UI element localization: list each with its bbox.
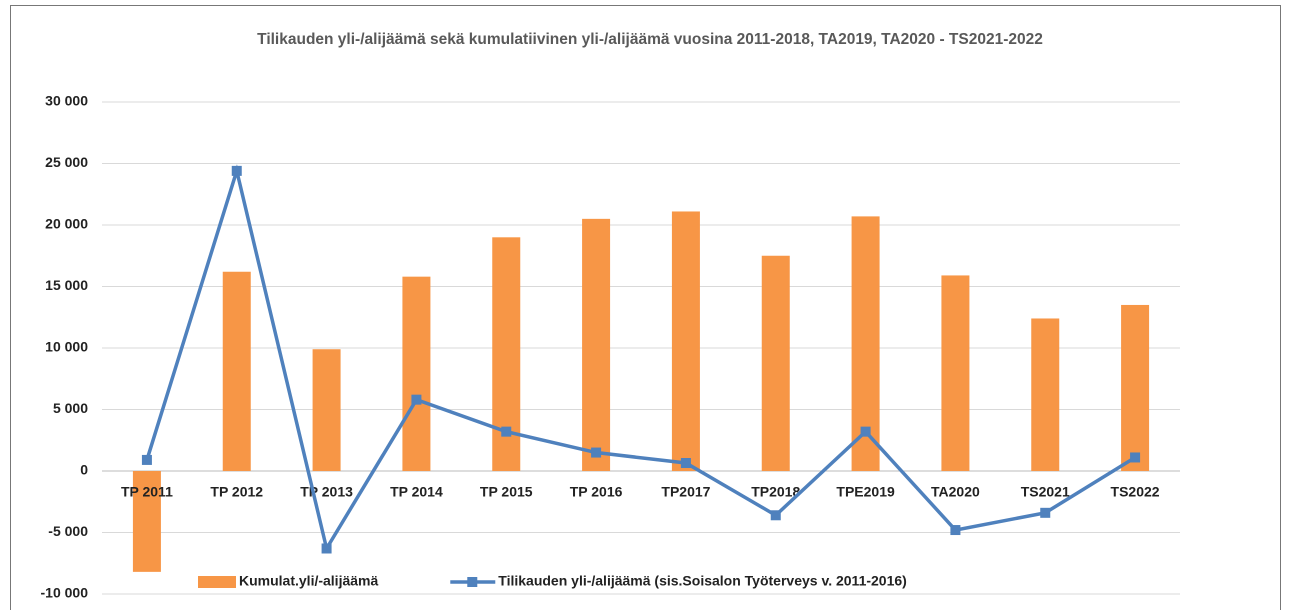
marker [501, 426, 512, 437]
bar [761, 255, 790, 471]
y-tick-label: 15 000 [45, 277, 88, 293]
x-tick-label: TP2018 [751, 484, 800, 500]
x-tick-label: TS2022 [1111, 484, 1160, 500]
bar [312, 349, 341, 471]
legend-label: Tilikauden yli-/alijäämä (sis.Soisalon T… [498, 573, 907, 589]
bar [222, 271, 251, 471]
legend-swatch [467, 577, 478, 587]
x-tick-label: TA2020 [931, 484, 980, 500]
marker [591, 447, 602, 458]
marker [141, 454, 152, 465]
y-tick-label: 5 000 [53, 400, 88, 416]
bar [132, 471, 161, 572]
chart-frame [10, 5, 1281, 610]
marker [321, 543, 332, 554]
y-tick-label: -10 000 [41, 585, 89, 601]
marker [411, 394, 422, 405]
x-tick-label: TP2017 [661, 484, 710, 500]
bar [941, 275, 970, 471]
x-tick-label: TP 2011 [121, 484, 173, 500]
y-tick-label: 10 000 [45, 339, 88, 355]
x-tick-label: TS2021 [1021, 484, 1070, 500]
marker [770, 510, 781, 521]
bar [402, 276, 431, 471]
marker [1130, 452, 1141, 463]
x-tick-label: TP 2015 [480, 484, 533, 500]
marker [231, 165, 242, 176]
marker [950, 525, 961, 536]
y-tick-label: 30 000 [45, 93, 88, 109]
y-tick-label: 20 000 [45, 216, 88, 232]
marker [860, 426, 871, 437]
y-tick-label: 0 [80, 462, 88, 478]
marker [680, 458, 691, 469]
bar [671, 211, 700, 471]
bar [582, 218, 611, 471]
x-tick-label: TP 2013 [300, 484, 353, 500]
y-tick-label: 25 000 [45, 154, 88, 170]
x-tick-label: TP 2016 [570, 484, 623, 500]
x-tick-label: TP 2014 [390, 484, 443, 500]
chart-title: Tilikauden yli-/alijäämä sekä kumulatiiv… [257, 31, 1043, 48]
x-tick-label: TPE2019 [836, 484, 895, 500]
y-tick-label: -5 000 [48, 523, 88, 539]
x-tick-label: TP 2012 [210, 484, 263, 500]
bar [1121, 304, 1150, 471]
marker [1040, 507, 1051, 518]
bar [1031, 318, 1060, 471]
legend-label: Kumulat.yli/-alijäämä [239, 573, 378, 589]
legend-swatch [198, 576, 236, 588]
line [145, 164, 1137, 554]
